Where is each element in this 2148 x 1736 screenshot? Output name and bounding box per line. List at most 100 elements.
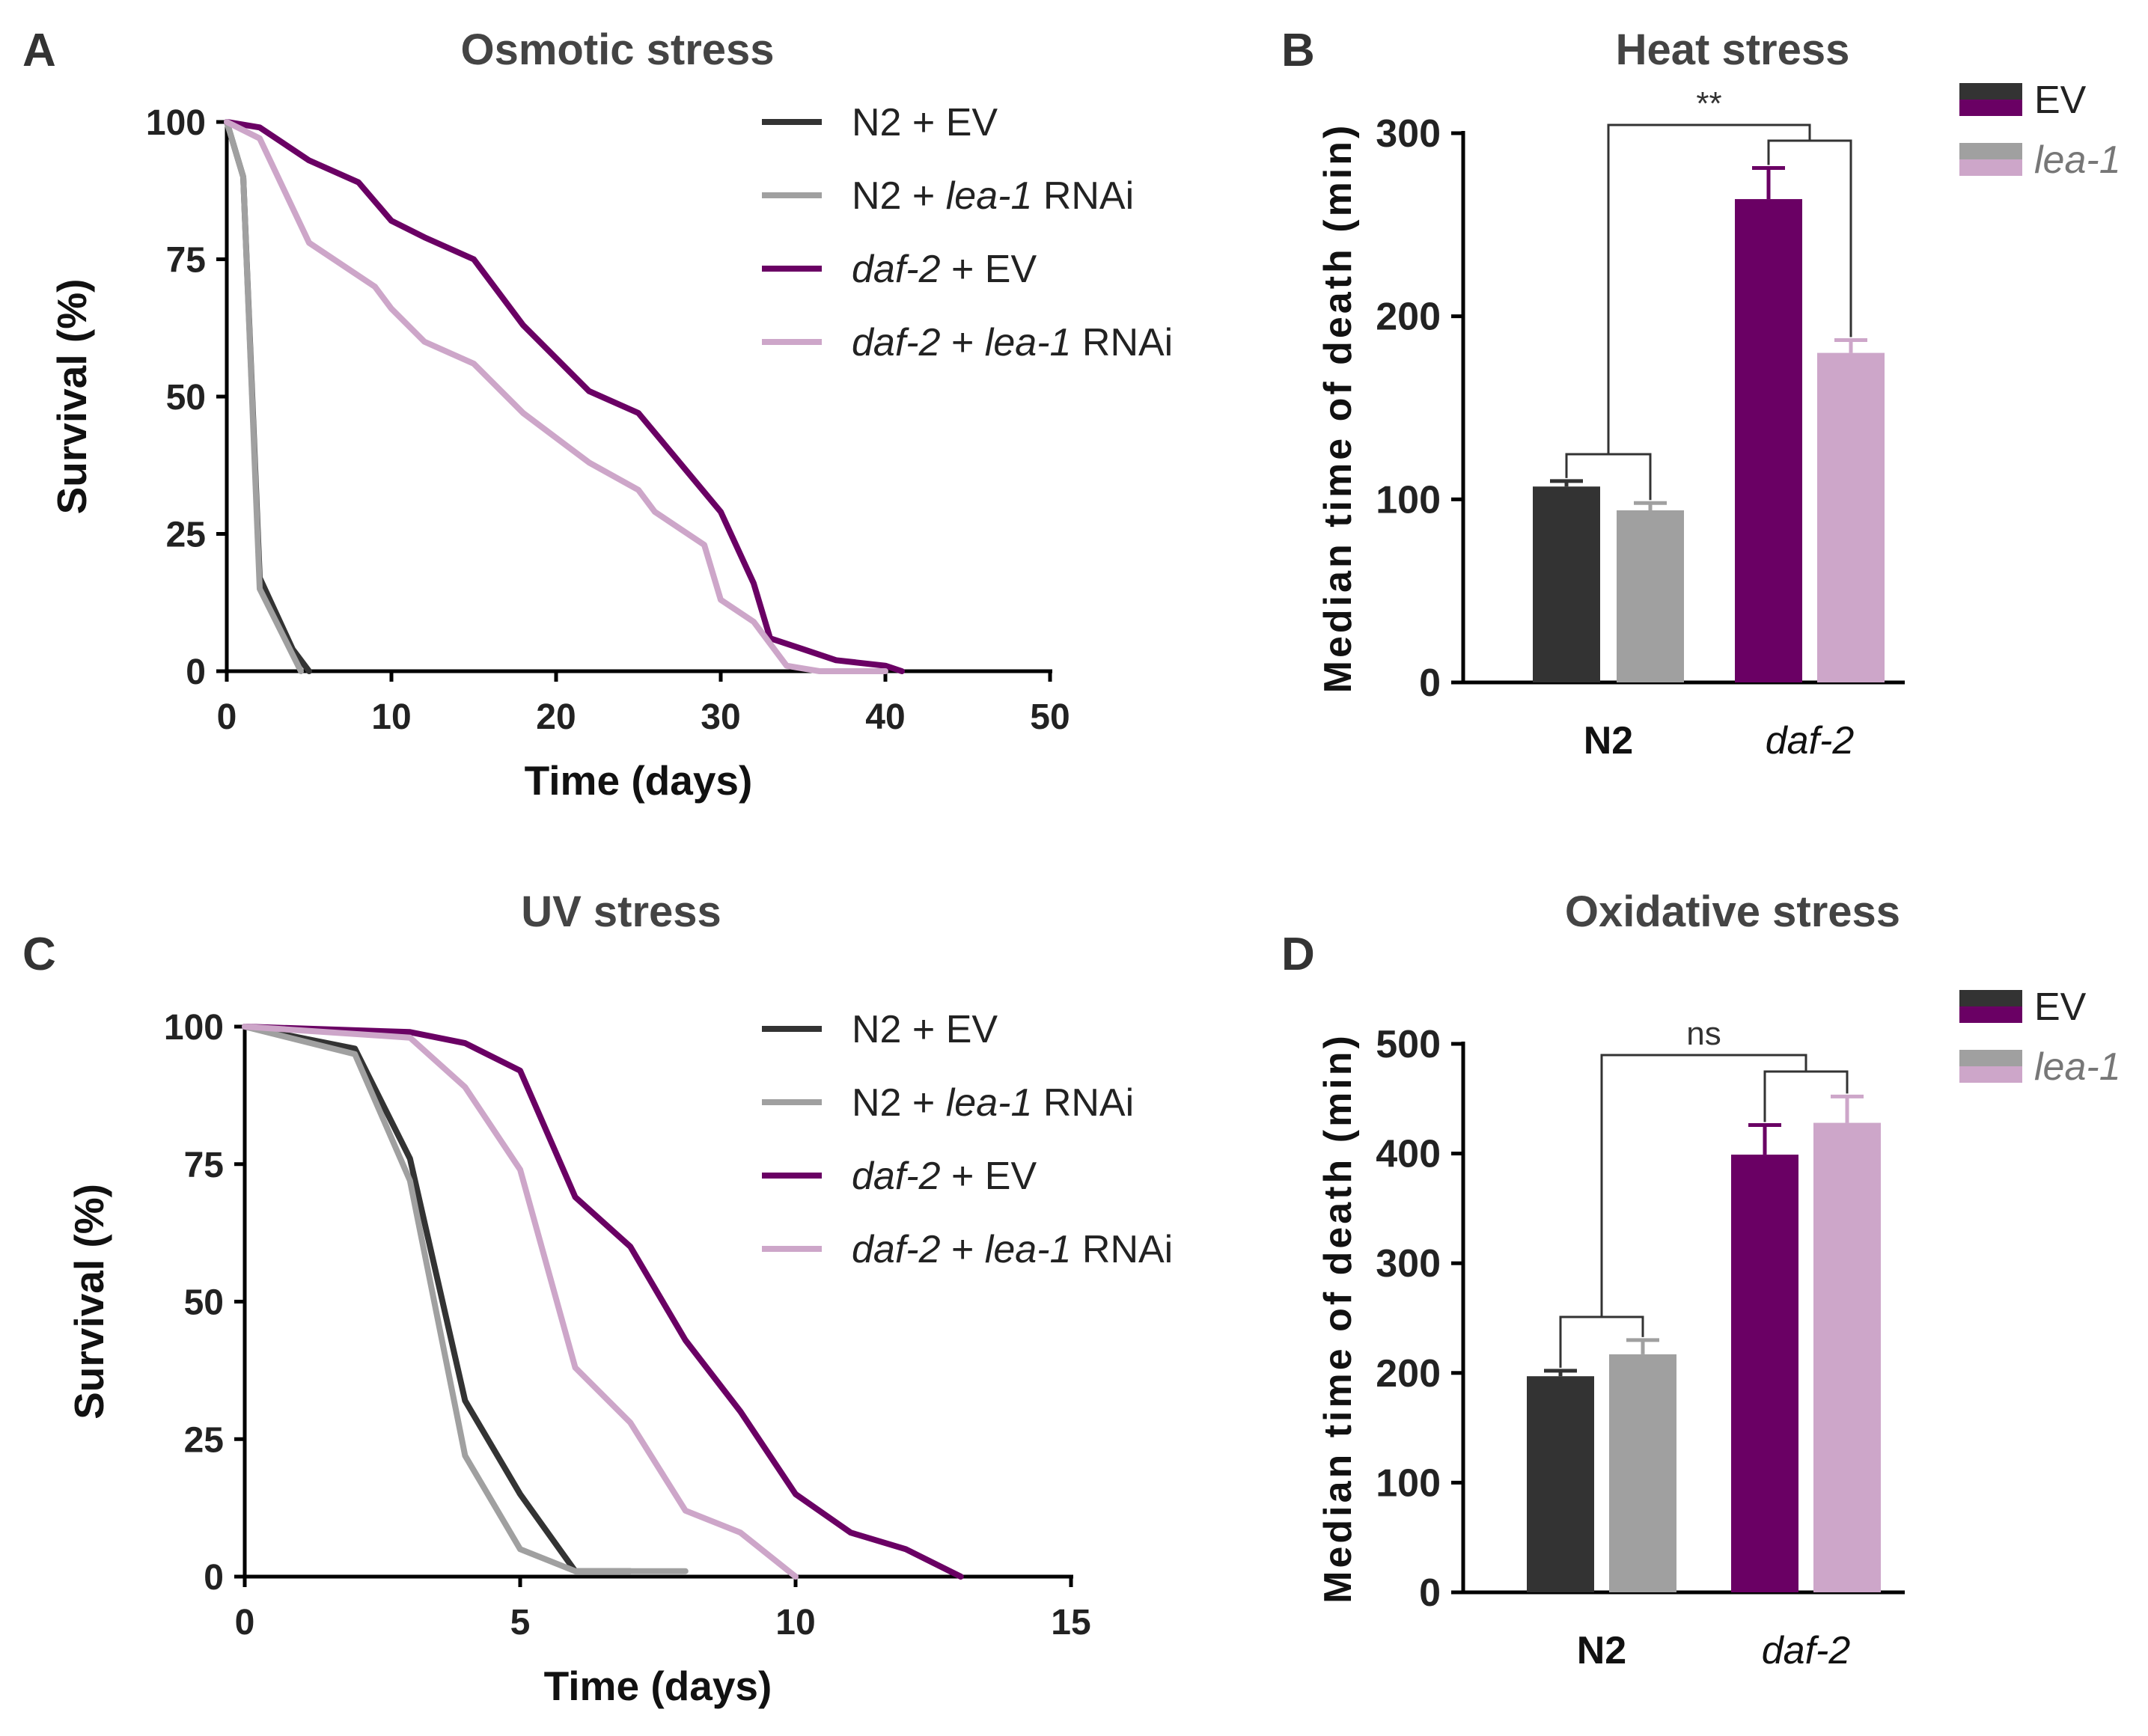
category-label: daf-2 (1766, 719, 1855, 762)
panel-letter-a: A (22, 25, 56, 76)
significance-label: ** (1696, 85, 1721, 122)
y-tick-label: 0 (1419, 661, 1441, 705)
series-line-daf-2-ev (224, 119, 905, 674)
legend-text: N2 + (852, 1081, 946, 1125)
x-tick-label: 5 (510, 1603, 531, 1642)
y-tick-label: 75 (166, 241, 206, 281)
legend-text: N2 + EV (852, 1008, 998, 1051)
legend-swatch-top (1959, 1050, 2022, 1066)
y-tick-label: 25 (166, 516, 206, 555)
panel-c-title: UV stress (521, 887, 721, 936)
legend-italic-text: daf-2 (852, 321, 941, 364)
panel-d-title: Oxidative stress (1565, 887, 1900, 936)
legend-swatch-bottom (1959, 100, 2022, 116)
legend-text: N2 + (852, 174, 946, 218)
y-tick-label: 100 (1376, 1461, 1441, 1505)
y-tick-label: 100 (1376, 478, 1441, 522)
legend-label: EV (2034, 79, 2087, 122)
category-label: N2 (1584, 719, 1633, 762)
bar-chart-oxidative: 0 100 200 300 400 500 Median time of death (mi… (1316, 985, 2121, 1672)
series-line-daf-2-ev (242, 1024, 964, 1580)
y-tick-label: 75 (184, 1146, 224, 1185)
panel-letter-c: C (22, 929, 56, 980)
legend-label: N2 + EV (852, 1008, 998, 1051)
legend-italic-text: lea-1 (985, 1228, 1072, 1271)
y-tick-label: 100 (164, 1008, 224, 1048)
category-label: N2 (1577, 1629, 1626, 1672)
legend-label: N2 + lea-1 RNAi (852, 1081, 1134, 1125)
series-line-n2-lea-1-rnai (224, 119, 304, 674)
series-line-n2-lea-1-rnai (242, 1024, 689, 1574)
legend-text: RNAi (1071, 1228, 1173, 1271)
legend-text: N2 + EV (852, 101, 998, 144)
x-axis-title: Time (days) (544, 1663, 772, 1709)
series-line-daf-2-lea-1-rnai (224, 119, 888, 674)
x-tick-label: 0 (217, 697, 237, 737)
survival-chart-uv: 0 25 50 75 100 0 5 10 15 Time (days) Survival (%) N… (66, 1008, 1173, 1709)
legend-label: daf-2 + lea-1 RNAi (852, 321, 1173, 364)
legend-label: daf-2 + EV (852, 248, 1037, 291)
legend-italic-text: daf-2 (852, 1228, 941, 1271)
legend-italic-text: daf-2 (852, 1155, 941, 1198)
legend-swatch-bottom (1959, 159, 2022, 176)
legend-italic-text: lea-1 (946, 1081, 1033, 1125)
x-tick-label: 40 (865, 697, 905, 737)
legend-swatch-bottom (1959, 1066, 2022, 1083)
bar-daf-2-lea-1 (1817, 352, 1885, 682)
legend-label: daf-2 + EV (852, 1155, 1037, 1198)
bar-n2-lea-1 (1609, 1354, 1676, 1592)
bar-daf-2-ev (1735, 199, 1802, 683)
bar-daf-2-ev (1731, 1155, 1798, 1592)
x-tick-label: 0 (235, 1603, 255, 1642)
x-tick-label: 50 (1030, 697, 1070, 737)
panel-letter-b: B (1281, 25, 1315, 76)
y-tick-label: 300 (1376, 112, 1441, 156)
series-line-n2-ev (242, 1024, 634, 1574)
bar-n2-lea-1 (1617, 510, 1684, 682)
series-line-n2-ev (224, 119, 312, 674)
series-line-daf-2-lea-1-rnai (242, 1024, 799, 1580)
x-tick-label: 20 (536, 697, 576, 737)
y-tick-label: 200 (1376, 1352, 1441, 1396)
x-tick-label: 10 (775, 1603, 815, 1642)
x-tick-label: 10 (371, 697, 411, 737)
legend-swatch-top (1959, 990, 2022, 1006)
y-tick-label: 0 (204, 1558, 224, 1598)
x-tick-label: 30 (701, 697, 740, 737)
y-tick-label: 25 (184, 1420, 224, 1460)
y-tick-label: 0 (1419, 1571, 1441, 1615)
legend-label: EV (2034, 985, 2087, 1029)
x-axis-title: Time (days) (525, 757, 753, 804)
bar-n2-ev (1527, 1376, 1594, 1592)
legend-label: N2 + lea-1 RNAi (852, 174, 1134, 218)
y-tick-label: 500 (1376, 1023, 1441, 1066)
legend-text: RNAi (1032, 174, 1134, 218)
legend-label: N2 + EV (852, 101, 998, 144)
legend-swatch-bottom (1959, 1006, 2022, 1023)
legend-italic-text: daf-2 (852, 248, 941, 291)
legend-text: RNAi (1032, 1081, 1134, 1125)
y-tick-label: 400 (1376, 1133, 1441, 1176)
legend-label: lea-1 (2034, 138, 2121, 182)
significance-label: ns (1686, 1015, 1721, 1052)
legend-swatch-top (1959, 83, 2022, 100)
legend-text: + EV (941, 248, 1037, 291)
y-axis-title: Median time of death (min) (1316, 1033, 1360, 1604)
bar-daf-2-lea-1 (1813, 1122, 1881, 1592)
comparison-bracket (1607, 123, 1811, 454)
y-tick-label: 0 (186, 652, 206, 692)
y-tick-label: 50 (184, 1283, 224, 1323)
legend-italic-text: lea-1 (946, 174, 1033, 218)
survival-chart-osmotic: 0 25 50 75 100 0 10 20 30 40 50 Time (days) Survival… (49, 101, 1173, 804)
legend-italic-text: lea-1 (985, 321, 1072, 364)
category-label: daf-2 (1762, 1629, 1851, 1672)
y-tick-label: 200 (1376, 296, 1441, 339)
bar-n2-ev (1533, 486, 1600, 682)
comparison-bracket (1600, 1054, 1807, 1317)
x-tick-label: 15 (1051, 1603, 1090, 1642)
y-tick-label: 100 (146, 103, 206, 143)
panel-letter-d: D (1281, 929, 1315, 980)
panel-b-title: Heat stress (1616, 25, 1850, 74)
legend-text: + EV (941, 1155, 1037, 1198)
